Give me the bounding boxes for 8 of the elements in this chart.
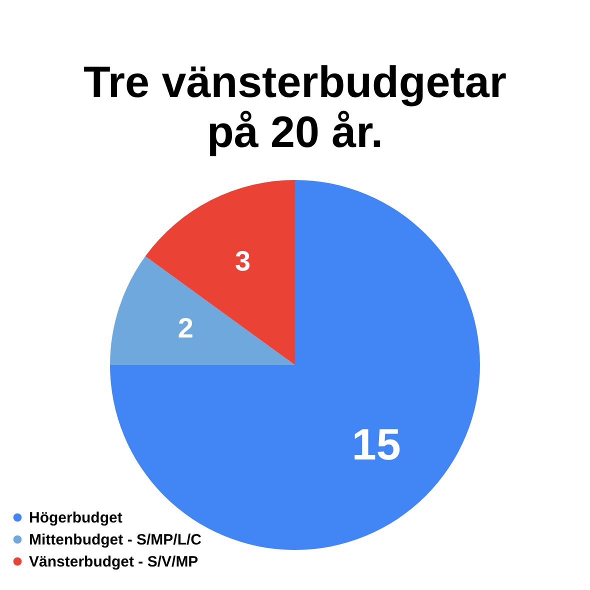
legend-label: Högerbudget: [29, 510, 122, 526]
legend-label: Mittenbudget - S/MP/L/C: [29, 532, 202, 548]
data-label: 2: [178, 312, 194, 344]
legend-label: Vänsterbudget - S/V/MP: [29, 554, 198, 570]
data-label: 3: [235, 246, 251, 277]
pie-slice: [145, 180, 295, 365]
data-label: 15: [352, 420, 401, 470]
chart-title: Tre vänsterbudgetar på 20 år.: [83, 58, 507, 157]
